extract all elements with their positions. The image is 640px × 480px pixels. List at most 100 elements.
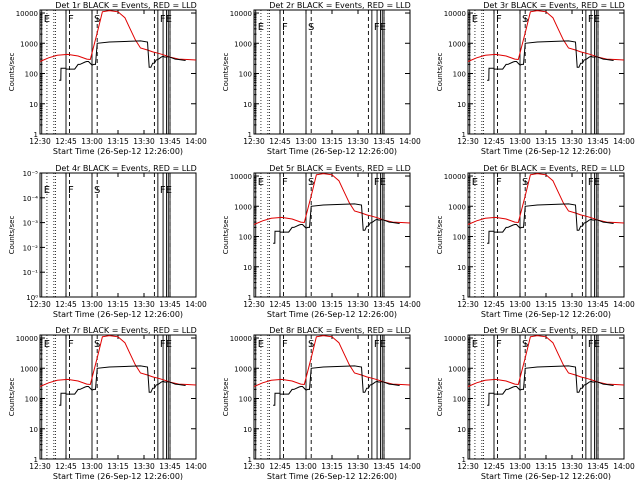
lld-series-line bbox=[39, 335, 197, 387]
y-tick-label: 10⁻¹ bbox=[23, 269, 39, 277]
event-marker-label: FE bbox=[588, 339, 600, 350]
y-axis-label: Counts/sec bbox=[8, 216, 16, 255]
y-tick-label: 1 bbox=[462, 131, 466, 139]
panel-title: Det 9r BLACK = Events, RED = LLD bbox=[483, 326, 625, 335]
x-tick-label: 13:30 bbox=[347, 137, 369, 146]
x-tick-label: 12:30 bbox=[243, 137, 265, 146]
x-tick-label: 12:45 bbox=[483, 462, 505, 471]
y-tick-label: 10000 bbox=[444, 173, 466, 181]
panel-5: Det 5r BLACK = Events, RED = LLD E F S FE 12:… bbox=[222, 164, 421, 319]
panel-title: Det 6r BLACK = Events, RED = LLD bbox=[483, 164, 625, 173]
x-tick-label: 14:00 bbox=[399, 462, 421, 471]
event-marker-label: S bbox=[94, 14, 100, 25]
x-axis-label: Start Time (26-Sep-12 12:26:00) bbox=[481, 310, 611, 319]
event-marker-label: E bbox=[44, 185, 50, 196]
events-series-line bbox=[273, 365, 400, 406]
plot-frame bbox=[467, 172, 625, 298]
event-marker-label: FE bbox=[374, 22, 386, 33]
panel-title: Det 7r BLACK = Events, RED = LLD bbox=[55, 326, 197, 335]
x-tick-label: 13:15 bbox=[535, 462, 557, 471]
x-tick-label: 12:30 bbox=[243, 300, 265, 309]
x-tick-label: 13:00 bbox=[81, 300, 103, 309]
x-axis-label: Start Time (26-Sep-12 12:26:00) bbox=[53, 472, 183, 480]
x-tick-label: 14:00 bbox=[613, 462, 635, 471]
panel-title: Det 3r BLACK = Events, RED = LLD bbox=[483, 1, 625, 10]
y-tick-label: 10⁻⁴ bbox=[23, 195, 39, 203]
x-tick-label: 12:45 bbox=[483, 137, 505, 146]
x-tick-label: 13:45 bbox=[373, 300, 395, 309]
x-axis-label: Start Time (26-Sep-12 12:26:00) bbox=[267, 310, 397, 319]
y-tick-label: 1 bbox=[248, 131, 252, 139]
event-marker-label: F bbox=[68, 185, 74, 196]
y-tick-label: 1000 bbox=[20, 40, 38, 48]
x-tick-label: 12:30 bbox=[243, 462, 265, 471]
event-marker-label: F bbox=[496, 177, 502, 188]
lld-series-line bbox=[253, 173, 411, 225]
event-marker-label: FE bbox=[588, 177, 600, 188]
y-tick-label: 10 bbox=[457, 101, 466, 109]
x-axis-label: Start Time (26-Sep-12 12:26:00) bbox=[267, 147, 397, 156]
y-tick-label: 1 bbox=[34, 456, 38, 464]
lld-series-line bbox=[253, 335, 411, 387]
x-axis-label: Start Time (26-Sep-12 12:26:00) bbox=[267, 472, 397, 480]
lld-series-line bbox=[467, 173, 625, 225]
x-tick-label: 13:45 bbox=[587, 300, 609, 309]
x-tick-label: 12:30 bbox=[457, 462, 479, 471]
x-tick-label: 13:15 bbox=[107, 137, 129, 146]
panel-7: Det 7r BLACK = Events, RED = LLD E F S FE 12:… bbox=[8, 326, 207, 480]
y-axis-label: Counts/sec bbox=[222, 216, 230, 255]
x-tick-label: 13:30 bbox=[133, 137, 155, 146]
y-tick-label: 1 bbox=[462, 456, 466, 464]
event-marker-label: F bbox=[68, 339, 74, 350]
y-tick-label: 1000 bbox=[234, 40, 252, 48]
x-axis-label: Start Time (26-Sep-12 12:26:00) bbox=[53, 310, 183, 319]
y-tick-label: 100 bbox=[239, 234, 252, 242]
y-tick-label: 10⁻² bbox=[23, 244, 39, 252]
panel-6: Det 6r BLACK = Events, RED = LLD E F S FE 12:… bbox=[436, 164, 635, 319]
x-tick-label: 12:30 bbox=[457, 137, 479, 146]
event-marker-label: S bbox=[308, 339, 314, 350]
x-tick-label: 12:45 bbox=[269, 300, 291, 309]
x-tick-label: 13:45 bbox=[587, 137, 609, 146]
y-tick-label: 10000 bbox=[230, 335, 252, 343]
y-axis-label: Counts/sec bbox=[8, 53, 16, 92]
panel-title: Det 1r BLACK = Events, RED = LLD bbox=[55, 1, 197, 10]
y-tick-label: 10 bbox=[243, 264, 252, 272]
plot-frame bbox=[467, 334, 625, 460]
y-tick-label: 1000 bbox=[448, 203, 466, 211]
y-tick-label: 10 bbox=[457, 264, 466, 272]
event-marker-label: E bbox=[472, 339, 478, 350]
x-tick-label: 13:30 bbox=[347, 462, 369, 471]
y-tick-label: 1 bbox=[248, 294, 252, 302]
y-tick-label: 10⁰ bbox=[26, 294, 38, 302]
x-tick-label: 13:00 bbox=[81, 462, 103, 471]
x-tick-label: 13:30 bbox=[133, 462, 155, 471]
y-tick-label: 100 bbox=[453, 234, 466, 242]
panel-8: Det 8r BLACK = Events, RED = LLD E F S FE 12:… bbox=[222, 326, 421, 480]
panel-title: Det 2r BLACK = Events, RED = LLD bbox=[269, 1, 411, 10]
event-marker-label: FE bbox=[160, 339, 172, 350]
y-tick-label: 10000 bbox=[230, 173, 252, 181]
x-tick-label: 13:30 bbox=[347, 300, 369, 309]
plot-frame bbox=[253, 9, 411, 135]
x-tick-label: 13:00 bbox=[509, 300, 531, 309]
x-tick-label: 13:00 bbox=[509, 137, 531, 146]
event-marker-label: F bbox=[282, 339, 288, 350]
panel-title: Det 4r BLACK = Events, RED = LLD bbox=[55, 164, 197, 173]
x-tick-label: 13:30 bbox=[561, 300, 583, 309]
event-marker-label: FE bbox=[160, 14, 172, 25]
panel-title: Det 5r BLACK = Events, RED = LLD bbox=[269, 164, 411, 173]
x-tick-label: 13:00 bbox=[295, 300, 317, 309]
x-tick-label: 14:00 bbox=[613, 137, 635, 146]
x-tick-label: 13:15 bbox=[535, 137, 557, 146]
y-tick-label: 100 bbox=[239, 71, 252, 79]
event-marker-label: F bbox=[282, 22, 288, 33]
event-marker-label: E bbox=[258, 339, 264, 350]
y-tick-label: 100 bbox=[453, 71, 466, 79]
event-marker-label: F bbox=[282, 177, 288, 188]
x-tick-label: 13:45 bbox=[373, 462, 395, 471]
panel-9: Det 9r BLACK = Events, RED = LLD E F S FE 12:… bbox=[436, 326, 635, 480]
plot-frame bbox=[39, 9, 197, 135]
event-marker-label: S bbox=[94, 339, 100, 350]
